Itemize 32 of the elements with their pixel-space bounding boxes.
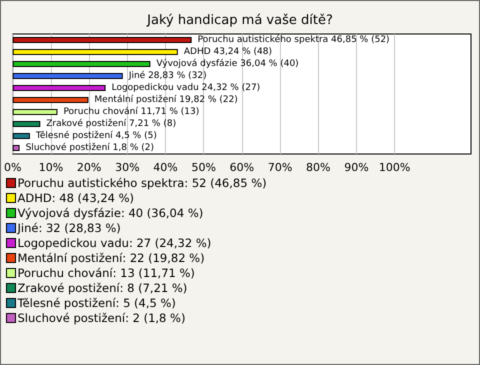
x-tick-label: 100% (378, 161, 410, 174)
x-tick-label: 20% (76, 161, 102, 174)
data-label: Poruchu chování 11,71 % (13) (63, 106, 200, 117)
x-tick-label: 60% (230, 161, 254, 174)
legend-label: Tělesné postižení: 5 (4,5 %) (16, 296, 176, 310)
x-tick-label: 0% (4, 161, 22, 174)
x-tick-label: 90% (344, 161, 369, 174)
data-label: Logopedickou vadu 24,32 % (27) (112, 83, 260, 93)
legend-label: ADHD: 48 (43,24 %) (18, 191, 134, 205)
x-tick-label: 50% (191, 161, 216, 174)
data-label: Jiné 28,83 % (32) (128, 70, 207, 81)
data-label: Zrakové postižení 7,21 % (8) (46, 118, 176, 129)
x-tick-label: 80% (306, 161, 330, 174)
legend-label: Logopedickou vadu: 27 (24,32 %) (18, 236, 212, 250)
legend-label: Poruchu autistického spektra: 52 (46,85 %) (18, 176, 267, 190)
x-tick-label: 70% (268, 161, 292, 174)
legend-label: Zrakové postižení: 8 (7,21 %) (18, 281, 188, 295)
data-label: Tělesné postižení 4,5 % (5) (34, 130, 157, 141)
data-label: Sluchové postižení 1,8 % (2) (26, 142, 154, 153)
legend-label: Poruchu chování: 13 (11,71 %) (18, 266, 195, 280)
data-label: Poruchu autistického spektra 46,85 % (52) (198, 34, 390, 45)
legend-label: Vývojová dysfázie: 40 (36,04 %) (18, 206, 204, 220)
data-label: Vývojová dysfázie 36,04 % (40) (156, 58, 299, 69)
x-tick-label: 40% (153, 161, 178, 174)
data-label: ADHD 43,24 % (48) (184, 47, 272, 57)
legend-label: Mentální postižení: 22 (19,82 %) (18, 251, 205, 265)
x-tick-label: 30% (115, 161, 140, 174)
chart-title: Jaký handicap má vaše dítě? (146, 13, 333, 28)
x-tick-label: 10% (38, 161, 64, 174)
legend-label: Jiné: 32 (28,83 %) (16, 221, 121, 235)
data-label: Mentální postižení 19,82 % (22) (94, 94, 238, 105)
legend-label: Sluchové postižení: 2 (1,8 %) (18, 311, 186, 325)
